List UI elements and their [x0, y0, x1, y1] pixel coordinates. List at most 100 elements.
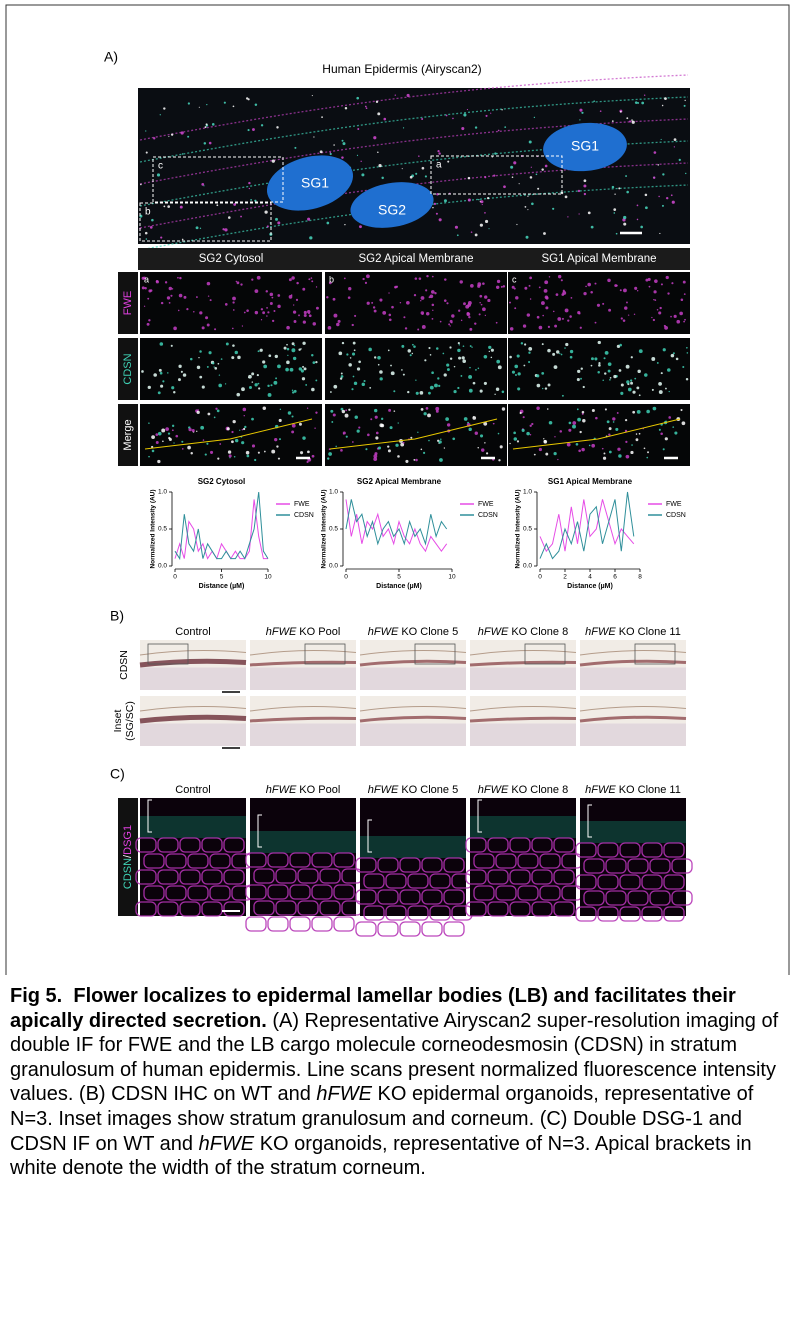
- speckle: [140, 183, 142, 186]
- speckle: [328, 452, 332, 456]
- speckle: [251, 372, 255, 376]
- speckle: [262, 360, 266, 364]
- speckle: [353, 349, 356, 352]
- speckle: [656, 362, 659, 364]
- speckle: [619, 110, 622, 113]
- speckle: [180, 131, 184, 135]
- speckle: [637, 102, 640, 104]
- speckle: [587, 211, 591, 215]
- speckle: [371, 301, 374, 304]
- speckle: [149, 226, 153, 229]
- speckle: [302, 341, 306, 345]
- cell: [473, 853, 495, 869]
- membrane: [139, 74, 689, 141]
- speckle: [618, 454, 622, 458]
- image-label: SG2: [378, 202, 406, 218]
- speckle: [607, 369, 611, 373]
- speckle: [216, 409, 220, 413]
- speckle: [235, 280, 238, 283]
- speckle: [547, 325, 551, 329]
- speckle: [148, 455, 150, 458]
- speckle: [340, 449, 343, 452]
- y-axis-label: Normalized Intensity (AU): [150, 489, 157, 568]
- speckle: [541, 301, 545, 305]
- speckle: [579, 119, 581, 121]
- cell: [201, 901, 223, 917]
- speckle: [205, 316, 209, 320]
- speckle: [526, 313, 531, 317]
- cell: [135, 837, 157, 853]
- speckle: [598, 364, 601, 367]
- figure: A) Human Epidermis (Airyscan2) B) C) SG1…: [5, 4, 790, 975]
- speckle: [256, 275, 261, 280]
- speckle: [625, 440, 628, 444]
- speckle: [545, 306, 549, 310]
- speckle: [643, 447, 646, 450]
- speckle: [543, 438, 545, 440]
- speckle: [149, 289, 153, 292]
- speckle: [670, 353, 675, 358]
- speckle: [620, 391, 624, 395]
- speckle: [148, 422, 150, 424]
- speckle: [234, 350, 238, 355]
- speckle: [298, 314, 300, 317]
- speckle: [145, 238, 148, 240]
- speckle: [266, 306, 268, 309]
- speckle: [490, 112, 492, 114]
- speckle: [302, 320, 306, 324]
- speckle: [374, 452, 378, 456]
- speckle: [631, 120, 635, 124]
- speckle: [340, 372, 343, 375]
- speckle: [438, 218, 442, 222]
- speckle: [418, 155, 420, 157]
- speckle: [178, 364, 182, 368]
- speckle: [415, 172, 418, 175]
- speckle: [196, 410, 200, 414]
- chart-title: SG1 Apical Membrane: [548, 477, 633, 486]
- speckle: [271, 296, 274, 299]
- cell: [267, 916, 289, 932]
- speckle: [679, 311, 683, 316]
- speckle: [541, 168, 544, 171]
- speckle: [662, 348, 666, 352]
- cell: [209, 853, 231, 869]
- speckle: [495, 321, 498, 324]
- speckle: [568, 421, 572, 425]
- speckle: [577, 311, 581, 315]
- column-text: KO Clone 8: [511, 626, 568, 638]
- speckle: [626, 301, 628, 304]
- speckle: [630, 450, 634, 455]
- sc-band: [250, 831, 356, 853]
- cell: [275, 868, 297, 884]
- speckle: [262, 311, 266, 315]
- speckle: [351, 323, 354, 327]
- cell: [165, 885, 187, 901]
- speckle: [567, 319, 570, 322]
- x-tick-label: 10: [448, 574, 456, 581]
- speckle: [623, 215, 627, 220]
- y-tick-label: 1.0: [158, 489, 167, 496]
- column-label: hFWE KO Clone 5: [368, 784, 458, 796]
- speckle: [564, 347, 566, 349]
- speckle: [456, 234, 459, 237]
- speckle: [453, 389, 457, 394]
- speckle: [201, 183, 205, 186]
- speckle: [624, 418, 628, 422]
- column-text: KO Clone 11: [619, 626, 681, 638]
- speckle: [179, 205, 183, 209]
- speckle: [358, 426, 361, 429]
- speckle: [168, 286, 173, 291]
- speckle: [220, 358, 223, 360]
- cell: [165, 853, 187, 869]
- speckle: [434, 383, 438, 388]
- speckle: [414, 277, 418, 280]
- speckle: [435, 406, 440, 411]
- speckle: [397, 455, 400, 458]
- speckle: [269, 292, 274, 297]
- speckle: [583, 184, 587, 188]
- speckle: [657, 164, 660, 166]
- caption-title: Flower localizes to epidermal lamellar b…: [10, 985, 736, 1032]
- speckle: [443, 299, 447, 302]
- cell: [575, 906, 597, 922]
- cell: [297, 868, 319, 884]
